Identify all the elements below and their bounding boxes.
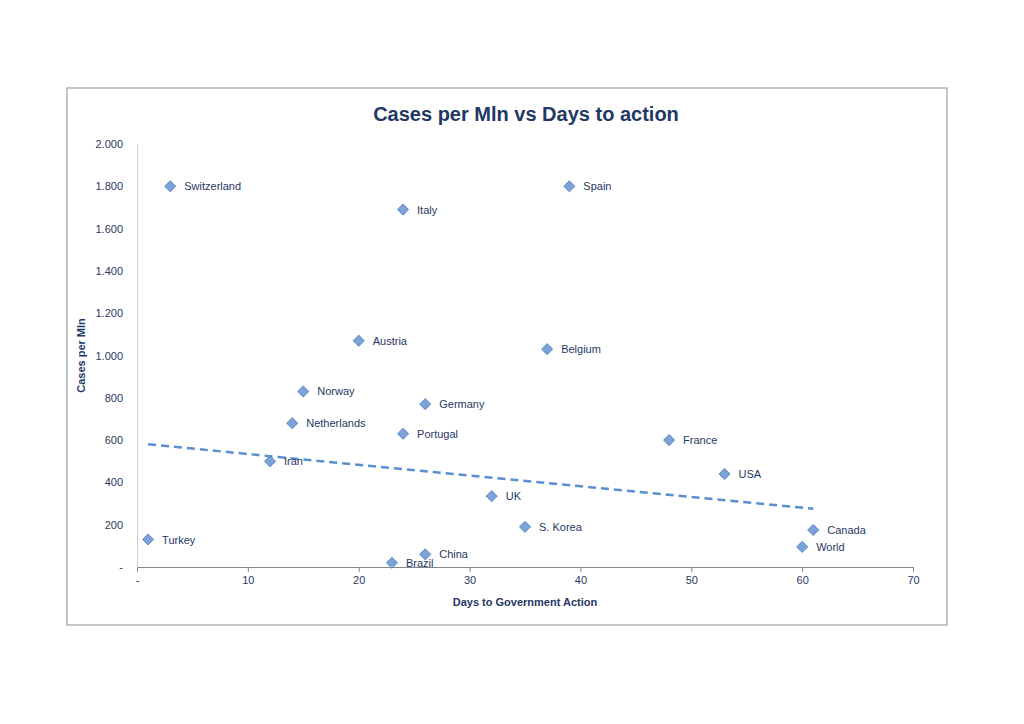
- x-tick-mark: [248, 567, 249, 572]
- chart-border: [67, 88, 947, 625]
- x-tick-mark: [470, 567, 471, 572]
- point-label: S. Korea: [539, 521, 583, 533]
- x-tick: 20: [353, 567, 365, 586]
- y-tick: 1.000: [95, 350, 137, 362]
- y-tick-label: 1.400: [95, 265, 123, 277]
- y-tick-label: -: [119, 561, 123, 573]
- trend-line: [148, 444, 813, 509]
- y-tick-label: 200: [105, 519, 123, 531]
- x-axis-line: [138, 568, 914, 573]
- x-tick: 60: [797, 567, 809, 586]
- point-label: Norway: [317, 385, 355, 397]
- x-tick: -: [136, 567, 140, 586]
- scatter-point: [386, 557, 397, 568]
- y-tick-label: 600: [105, 434, 123, 446]
- point-label: Austria: [373, 335, 408, 347]
- y-tick-label: 1.600: [95, 223, 123, 235]
- y-tick: 200: [105, 519, 137, 531]
- y-tick: 1.200: [95, 307, 137, 319]
- scatter-point: [353, 335, 364, 346]
- x-tick-mark: [580, 567, 581, 572]
- scatter-point: [298, 386, 309, 397]
- x-tick-label: 60: [797, 574, 809, 586]
- x-tick-mark: [359, 567, 360, 572]
- x-tick-label: 30: [464, 574, 476, 586]
- scatter-point: [397, 428, 408, 439]
- x-tick-label: 10: [242, 574, 254, 586]
- y-tick: 800: [105, 392, 137, 404]
- point-label: Netherlands: [306, 417, 366, 429]
- y-tick-label: 2.000: [95, 138, 123, 150]
- x-tick: 30: [464, 567, 476, 586]
- y-axis-title: Cases per Mln: [75, 318, 87, 393]
- scatter-point: [808, 524, 819, 535]
- scatter-point: [420, 399, 431, 410]
- y-tick: 1.600: [95, 223, 137, 235]
- point-label: China: [439, 548, 469, 560]
- x-tick: 40: [575, 567, 587, 586]
- x-tick: 50: [686, 567, 698, 586]
- point-label: France: [683, 434, 717, 446]
- chart-title: Cases per Mln vs Days to action: [373, 103, 679, 125]
- scatter-point: [486, 491, 497, 502]
- plot-marks: [143, 181, 819, 569]
- scatter-point: [542, 344, 553, 355]
- point-label: Iran: [284, 455, 303, 467]
- scatter-point: [165, 181, 176, 192]
- y-tick: 400: [105, 476, 137, 488]
- scatter-point: [287, 418, 298, 429]
- x-axis: - 10 20 30 40 50 60 70: [136, 567, 920, 586]
- scatter-point: [564, 181, 575, 192]
- x-tick-mark: [691, 567, 692, 572]
- point-label: Belgium: [561, 343, 601, 355]
- y-axis: - 200 400 600 800 1.000 1.200 1.400 1.600 1.800 2.…: [95, 138, 137, 573]
- point-label: Brazil: [406, 557, 434, 569]
- point-label: Spain: [583, 180, 611, 192]
- point-label: Portugal: [417, 428, 458, 440]
- y-tick: -: [119, 561, 137, 573]
- scatter-point: [664, 435, 675, 446]
- y-axis-line: [137, 145, 138, 568]
- point-label: Canada: [827, 524, 866, 536]
- x-axis-title: Days to Government Action: [453, 596, 598, 608]
- x-tick-mark: [913, 567, 914, 572]
- y-tick-label: 800: [105, 392, 123, 404]
- point-label: Italy: [417, 204, 438, 216]
- y-tick-label: 1.200: [95, 307, 123, 319]
- x-tick-mark: [137, 567, 138, 572]
- point-labels: Switzerland Spain Italy Austria Belgium Norwa…: [162, 180, 867, 568]
- y-tick-label: 1.000: [95, 350, 123, 362]
- y-tick: 2.000: [95, 138, 137, 150]
- x-tick-label: 50: [686, 574, 698, 586]
- point-label: World: [816, 541, 845, 553]
- point-label: USA: [739, 468, 762, 480]
- y-tick-label: 1.800: [95, 180, 123, 192]
- scatter-point: [519, 521, 530, 532]
- x-tick-label: 40: [575, 574, 587, 586]
- scatter-point: [143, 534, 154, 545]
- x-tick: 70: [907, 567, 919, 586]
- point-label: Switzerland: [184, 180, 241, 192]
- x-tick-label: 20: [353, 574, 365, 586]
- scatter-point: [397, 204, 408, 215]
- x-tick: 10: [242, 567, 254, 586]
- point-label: UK: [506, 490, 522, 502]
- y-tick-label: 400: [105, 476, 123, 488]
- x-tick-label: 70: [907, 574, 919, 586]
- point-label: Germany: [439, 398, 485, 410]
- chart-svg: - 10 20 30 40 50 60 70 - 200 400 600 800 1.000 1.200 1.…: [0, 0, 1024, 724]
- scatter-point: [797, 541, 808, 552]
- y-tick: 1.800: [95, 180, 137, 192]
- y-tick: 600: [105, 434, 137, 446]
- y-tick: 1.400: [95, 265, 137, 277]
- x-tick-label: -: [136, 574, 140, 586]
- point-label: Turkey: [162, 534, 196, 546]
- scatter-point: [719, 468, 730, 479]
- x-tick-mark: [802, 567, 803, 572]
- chart-container: - 10 20 30 40 50 60 70 - 200 400 600 800 1.000 1.200 1.…: [0, 0, 1024, 724]
